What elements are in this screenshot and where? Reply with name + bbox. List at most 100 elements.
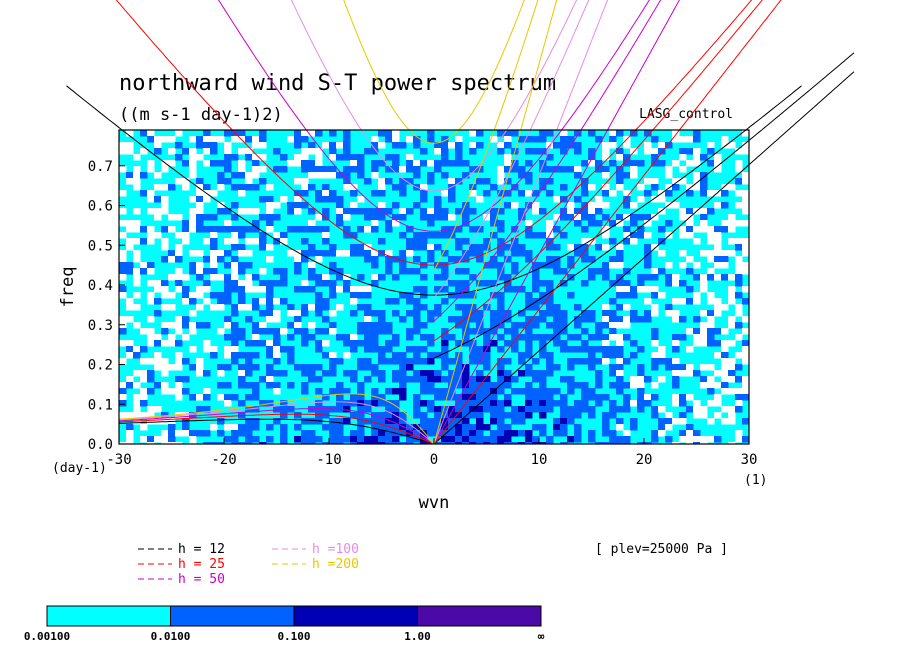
field-cell bbox=[175, 244, 183, 251]
field-cell bbox=[364, 436, 372, 443]
field-cell bbox=[350, 346, 358, 353]
field-cell bbox=[651, 406, 659, 413]
field-cell bbox=[385, 220, 393, 227]
field-cell bbox=[658, 430, 666, 437]
field-cell bbox=[189, 226, 197, 233]
field-cell bbox=[518, 406, 526, 413]
field-cell bbox=[350, 154, 358, 161]
field-cell bbox=[161, 436, 169, 443]
field-cell bbox=[308, 262, 316, 269]
field-cell bbox=[735, 220, 743, 227]
field-cell bbox=[581, 400, 589, 407]
field-cell bbox=[560, 232, 568, 239]
x-tick-label: -20 bbox=[211, 452, 236, 468]
field-cell bbox=[287, 202, 295, 209]
field-cell bbox=[280, 400, 288, 407]
field-cell bbox=[721, 346, 729, 353]
field-cell bbox=[434, 196, 442, 203]
field-cell bbox=[665, 190, 673, 197]
field-cell bbox=[210, 256, 218, 263]
field-cell bbox=[581, 394, 589, 401]
field-cell bbox=[518, 322, 526, 329]
field-cell bbox=[140, 328, 148, 335]
field-cell bbox=[546, 322, 554, 329]
field-cell bbox=[462, 442, 470, 444]
field-cell bbox=[693, 226, 701, 233]
field-cell bbox=[693, 184, 701, 191]
field-cell bbox=[595, 220, 603, 227]
field-cell bbox=[476, 244, 484, 251]
field-cell bbox=[469, 226, 477, 233]
field-cell bbox=[357, 250, 365, 257]
field-cell bbox=[525, 334, 533, 341]
field-cell bbox=[385, 424, 393, 431]
field-cell bbox=[259, 142, 267, 149]
field-cell bbox=[462, 310, 470, 317]
field-cell bbox=[742, 238, 749, 245]
field-cell bbox=[581, 202, 589, 209]
field-cell bbox=[658, 424, 666, 431]
field-cell bbox=[693, 400, 701, 407]
field-cell bbox=[476, 226, 484, 233]
field-cell bbox=[189, 250, 197, 257]
field-cell bbox=[392, 166, 400, 173]
field-cell bbox=[343, 142, 351, 149]
field-cell bbox=[427, 418, 435, 425]
field-cell bbox=[511, 202, 519, 209]
field-cell bbox=[224, 400, 232, 407]
field-cell bbox=[651, 292, 659, 299]
field-cell bbox=[189, 430, 197, 437]
field-cell bbox=[154, 340, 162, 347]
field-cell bbox=[343, 136, 351, 143]
field-cell bbox=[413, 322, 421, 329]
field-cell bbox=[609, 160, 617, 167]
field-cell bbox=[553, 304, 561, 311]
field-cell bbox=[294, 226, 302, 233]
field-cell bbox=[245, 262, 253, 269]
field-cell bbox=[511, 412, 519, 419]
field-cell bbox=[175, 328, 183, 335]
field-cell bbox=[504, 412, 512, 419]
field-cell bbox=[259, 340, 267, 347]
field-cell bbox=[686, 226, 694, 233]
y-tick-label: 0.2 bbox=[88, 358, 113, 374]
field-cell bbox=[483, 334, 491, 341]
field-cell bbox=[707, 148, 715, 155]
field-cell bbox=[392, 310, 400, 317]
field-cell bbox=[238, 166, 246, 173]
field-cell bbox=[413, 412, 421, 419]
colorbar-label: 0.100 bbox=[277, 630, 310, 643]
field-cell bbox=[665, 274, 673, 281]
field-cell bbox=[707, 160, 715, 167]
field-cell bbox=[469, 400, 477, 407]
field-cell bbox=[602, 148, 610, 155]
field-cell bbox=[469, 442, 477, 444]
field-cell bbox=[308, 370, 316, 377]
field-cell bbox=[497, 388, 505, 395]
field-cell bbox=[378, 346, 386, 353]
field-cell bbox=[518, 190, 526, 197]
field-cell bbox=[189, 160, 197, 167]
field-cell bbox=[497, 292, 505, 299]
field-cell bbox=[469, 328, 477, 335]
field-cell bbox=[588, 184, 596, 191]
field-cell bbox=[588, 346, 596, 353]
field-cell bbox=[581, 214, 589, 221]
field-cell bbox=[273, 268, 281, 275]
field-cell bbox=[280, 328, 288, 335]
field-cell bbox=[357, 244, 365, 251]
field-cell bbox=[336, 424, 344, 431]
field-cell bbox=[658, 352, 666, 359]
field-cell bbox=[588, 364, 596, 371]
field-cell bbox=[182, 184, 190, 191]
field-cell bbox=[315, 364, 323, 371]
field-cell bbox=[315, 256, 323, 263]
field-cell bbox=[476, 316, 484, 323]
field-cell bbox=[630, 316, 638, 323]
field-cell bbox=[455, 304, 463, 311]
field-cell bbox=[189, 328, 197, 335]
field-cell bbox=[672, 400, 680, 407]
field-cell bbox=[350, 430, 358, 437]
field-cell bbox=[441, 250, 449, 257]
field-cell bbox=[644, 256, 652, 263]
